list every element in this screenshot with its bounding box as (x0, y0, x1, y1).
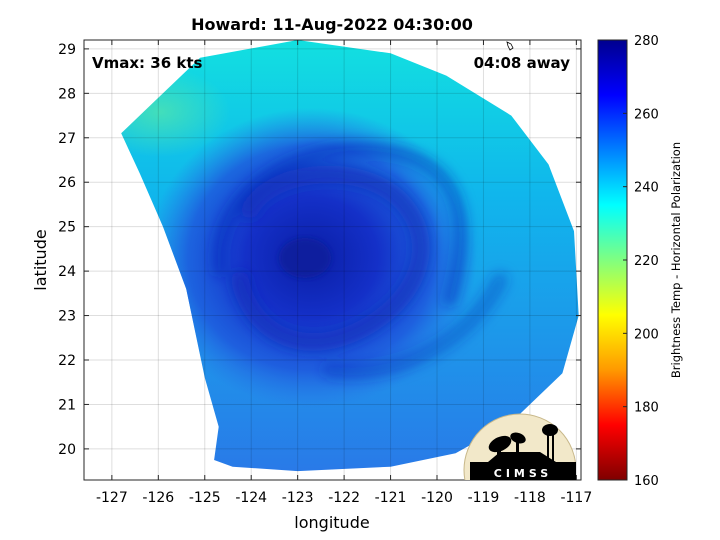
x-tick-label: -122 (328, 490, 360, 506)
y-tick-label: 28 (58, 86, 76, 102)
x-axis-label: longitude (294, 513, 369, 532)
logo-building (488, 452, 556, 462)
vmax-annotation: Vmax: 36 kts (92, 54, 202, 72)
y-axis: 20 21 22 23 24 25 26 27 28 29 (58, 42, 581, 458)
y-tick-label: 22 (58, 353, 76, 369)
logo-dish-right (510, 432, 526, 444)
x-axis: -127 -126 -125 -124 -123 -122 -121 -120 -119 -118… (96, 40, 592, 506)
colorbar: 160 180 200 220 240 260 280 Brightness Temp - … (597, 34, 683, 489)
x-tick-label: -124 (235, 490, 267, 506)
x-tick-label: -123 (282, 490, 314, 506)
y-tick-label: 21 (58, 397, 76, 413)
island-outline (506, 41, 514, 51)
x-tick-label: -117 (560, 490, 592, 506)
logo-text: CIMSS (494, 467, 552, 480)
rain-band-inner (231, 165, 430, 351)
x-tick-label: -120 (421, 490, 453, 506)
rain-bands (212, 141, 508, 380)
rain-band-south (322, 272, 508, 380)
x-tick-label: -127 (96, 490, 128, 506)
y-tick-label: 20 (58, 442, 76, 458)
time-away-annotation: 04:08 away (474, 54, 571, 72)
x-tick-label: -118 (514, 490, 546, 506)
x-tick-label: -121 (375, 490, 407, 506)
x-tick-label: -119 (468, 490, 500, 506)
y-tick-label: 25 (58, 220, 76, 236)
x-tick-label: -126 (142, 490, 174, 506)
logo-tower-leg-right (552, 435, 554, 462)
y-tick-label: 24 (58, 264, 76, 280)
colorbar-tick-label: 220 (634, 254, 659, 269)
logo-tower-tank (542, 424, 558, 436)
y-tick-label: 23 (58, 309, 76, 325)
y-tick-label: 27 (58, 131, 76, 147)
x-tick-label: -125 (189, 490, 221, 506)
colorbar-ticks: 160 180 200 220 240 260 280 (623, 34, 659, 489)
logo-tower-leg-left (547, 435, 549, 462)
plot-area: -127 -126 -125 -124 -123 -122 -121 -120 -119 -118… (31, 39, 592, 532)
colorbar-tick-label: 200 (634, 327, 659, 342)
logo-ground (470, 462, 576, 480)
y-tick-label: 26 (58, 175, 76, 191)
brightness-temperature-field (121, 40, 579, 472)
colorbar-tick-label: 180 (634, 401, 659, 416)
colorbar-tick-label: 280 (634, 34, 659, 49)
storm-core-dark (279, 238, 331, 278)
colorbar-label: Brightness Temp - Horizontal Polarizatio… (669, 142, 683, 378)
y-tick-label: 29 (58, 42, 76, 58)
cimss-logo: CIMSS (463, 413, 576, 480)
chart-title: Howard: 11-Aug-2022 04:30:00 (191, 15, 473, 34)
colorbar-scale (597, 39, 628, 481)
y-axis-label: latitude (31, 229, 50, 290)
storm-center (279, 238, 331, 278)
grid (84, 40, 581, 480)
colorbar-tick-label: 240 (634, 181, 659, 196)
colorbar-tick-label: 160 (634, 474, 659, 489)
colorbar-tick-label: 260 (634, 107, 659, 122)
logo-dish-left (488, 435, 512, 453)
rain-band-outer (212, 141, 468, 307)
logo-silhouettes (488, 424, 558, 462)
axes-frame (83, 39, 582, 481)
